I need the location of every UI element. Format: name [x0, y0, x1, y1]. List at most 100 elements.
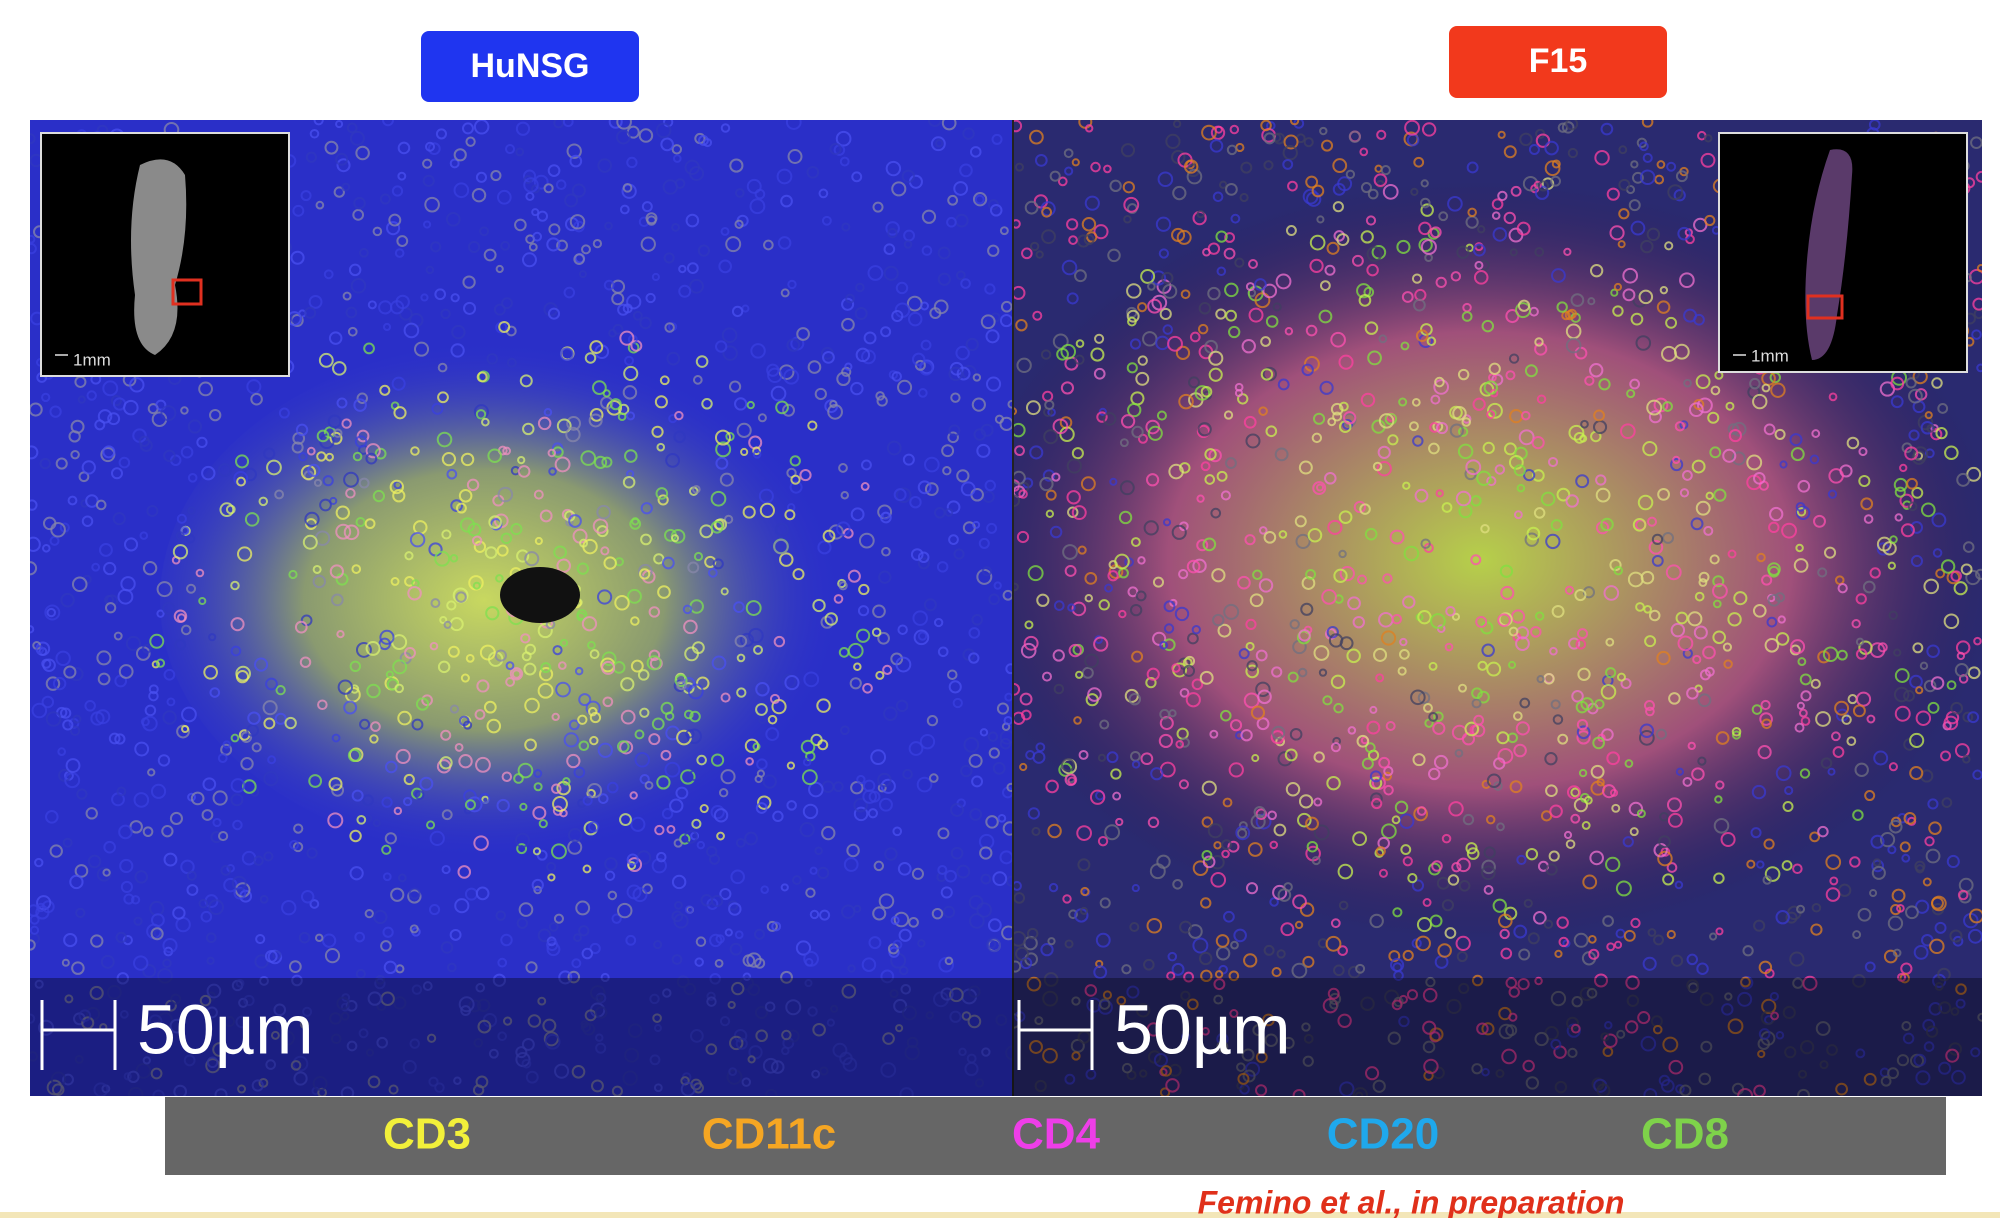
cell — [1641, 120, 1654, 128]
cell — [1913, 944, 1929, 960]
cell — [1364, 321, 1379, 335]
cell — [1292, 1088, 1306, 1096]
cell — [336, 996, 350, 1010]
cell — [1364, 527, 1378, 541]
cell — [1399, 637, 1408, 647]
cell — [1080, 886, 1090, 897]
cell — [1345, 169, 1356, 179]
cell — [217, 753, 228, 764]
cell — [1751, 784, 1767, 800]
cell — [581, 947, 594, 960]
cell — [1753, 919, 1766, 932]
cell — [1969, 908, 1982, 924]
cell — [212, 790, 228, 806]
cell — [501, 297, 513, 310]
cell — [1662, 1036, 1679, 1053]
cell — [1162, 638, 1176, 652]
cell — [1219, 180, 1228, 189]
cell — [1196, 539, 1209, 552]
cell — [1061, 259, 1078, 276]
cell — [1626, 994, 1640, 1007]
cell — [1162, 283, 1178, 299]
cell — [210, 831, 223, 844]
cell — [1567, 1047, 1578, 1058]
cell — [45, 810, 59, 824]
cell — [1237, 575, 1251, 590]
cell — [1198, 951, 1213, 966]
cell — [1215, 230, 1228, 243]
cell — [1565, 120, 1579, 131]
cell — [986, 939, 997, 950]
cell — [149, 633, 165, 649]
cell — [1742, 945, 1754, 957]
cell — [524, 551, 540, 567]
cell — [953, 181, 969, 196]
cell — [349, 866, 364, 881]
cell — [917, 551, 930, 564]
cell — [490, 169, 502, 182]
cell — [422, 981, 433, 991]
cell — [708, 853, 721, 865]
cell — [402, 1059, 417, 1074]
cell — [1282, 145, 1298, 161]
cell — [1102, 990, 1113, 1000]
cell — [748, 627, 764, 644]
cell — [552, 446, 564, 458]
cell — [90, 711, 105, 726]
cell — [1856, 691, 1872, 707]
cell — [902, 768, 913, 780]
cell — [429, 641, 439, 651]
cell — [727, 900, 739, 911]
cell — [329, 564, 344, 579]
cell — [1383, 784, 1394, 796]
cell — [521, 651, 532, 662]
cell — [1192, 558, 1207, 574]
cell — [1797, 657, 1807, 666]
cell — [1444, 642, 1454, 652]
cell — [1372, 1079, 1386, 1093]
cell — [1137, 302, 1148, 313]
cell — [134, 741, 150, 757]
cell — [1766, 616, 1778, 628]
cell — [1758, 960, 1773, 975]
cell — [333, 428, 343, 438]
cell — [838, 463, 848, 473]
cell — [166, 697, 176, 707]
cell — [232, 819, 243, 831]
cell — [1534, 1031, 1549, 1047]
cell — [1971, 329, 1982, 340]
cell — [212, 817, 222, 828]
cell — [1147, 425, 1163, 441]
cell — [81, 460, 96, 475]
cell — [763, 239, 774, 251]
cell — [1675, 611, 1689, 625]
cell — [1499, 564, 1514, 578]
cell — [1057, 176, 1068, 187]
cell — [1458, 982, 1470, 994]
cell — [699, 803, 709, 814]
cell — [1053, 683, 1065, 695]
cell — [30, 402, 43, 417]
cell — [882, 1032, 895, 1045]
cell — [65, 758, 81, 773]
cell — [1145, 473, 1160, 487]
cell — [202, 777, 217, 792]
cell — [264, 950, 278, 963]
cell — [716, 831, 725, 841]
cell — [1972, 297, 1982, 311]
cell — [486, 718, 502, 734]
cell — [596, 504, 611, 520]
cell — [1228, 325, 1241, 339]
cell — [1068, 235, 1078, 245]
cell — [1522, 1059, 1535, 1073]
cell — [1499, 928, 1510, 940]
cell — [1509, 780, 1523, 794]
cell — [969, 913, 985, 929]
cell — [1013, 582, 1019, 592]
cell — [875, 391, 885, 401]
cell — [1478, 259, 1490, 271]
cell — [1199, 670, 1214, 685]
cell — [582, 1022, 596, 1036]
cell — [1089, 789, 1106, 805]
cell — [1412, 435, 1424, 447]
